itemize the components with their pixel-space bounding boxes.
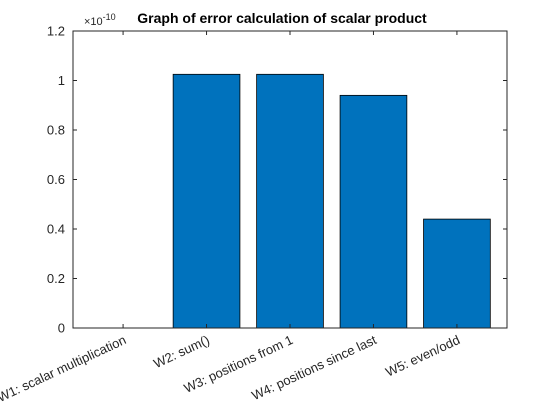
bar-4 (339, 94, 408, 329)
y-tick-label-1: 0.2 (47, 271, 65, 286)
y-tick-label-0: 0 (58, 321, 65, 336)
bars-group (172, 73, 491, 329)
y-axis-multiplier-base: ×10 (84, 16, 103, 28)
y-tick-label-5: 1 (58, 73, 65, 88)
y-axis-multiplier-exponent: -10 (103, 12, 116, 22)
y-tick-label-4: 0.8 (47, 123, 65, 138)
x-tick-label-5: W5: even/odd (383, 332, 462, 379)
bar-2 (172, 73, 241, 329)
y-tick-label-6: 1.2 (47, 24, 65, 39)
y-axis-multiplier: ×10-10 (84, 12, 116, 28)
bar-5 (423, 218, 491, 329)
axes-box (72, 30, 508, 329)
y-tick-label-2: 0.4 (47, 222, 65, 237)
x-tick-label-1: W1: scalar multiplication (0, 332, 128, 405)
chart-title: Graph of error calculation of scalar pro… (137, 10, 427, 26)
x-tick-label-2: W2: sum() (151, 332, 212, 371)
y-tick-label-3: 0.6 (47, 172, 65, 187)
bar-3 (256, 73, 324, 329)
